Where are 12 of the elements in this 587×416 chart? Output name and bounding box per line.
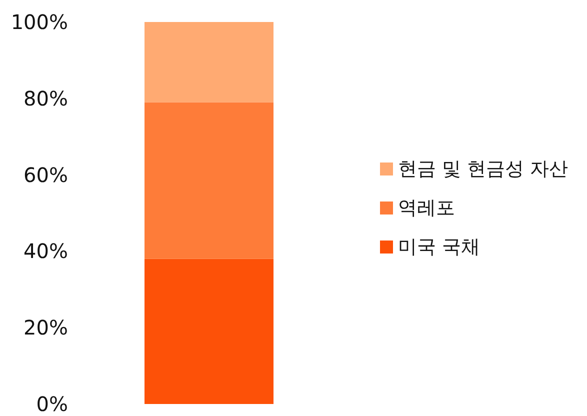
bar [144,258,274,404]
y-tick-label: 60% [24,162,68,187]
y-tick-label: 0% [36,392,68,416]
legend-label: 현금 및 현금성 자산 [398,158,568,180]
legend-label: 미국 국채 [398,236,480,258]
y-tick-label: 80% [24,86,68,110]
y-tick-label: 40% [24,239,68,264]
bar [144,22,274,102]
y-tick-label: 100% [10,10,68,34]
bar [144,102,274,259]
legend-label: 역레포 [398,197,455,219]
y-tick-label: 20% [24,316,68,340]
